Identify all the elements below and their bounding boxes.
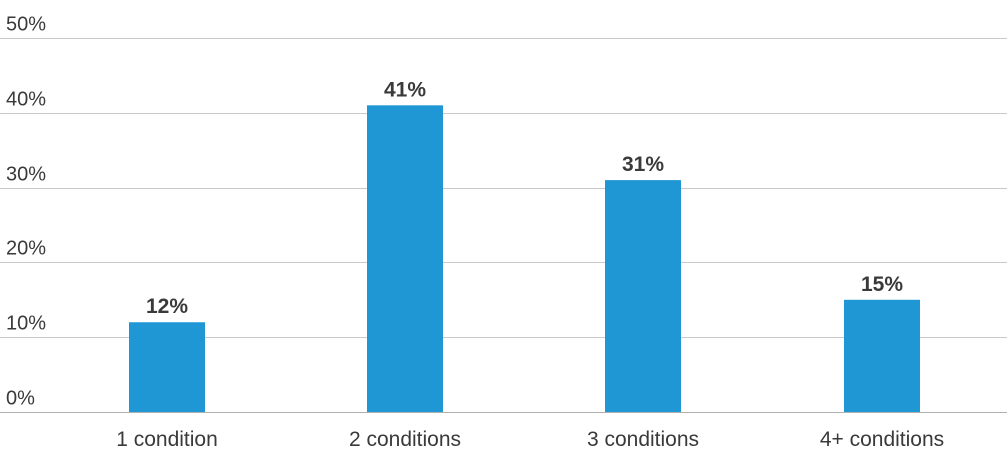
- data-labels: 12% 41% 31% 15%: [146, 78, 903, 318]
- y-tick-label: 0%: [6, 388, 35, 410]
- y-tick-label: 20%: [6, 238, 46, 260]
- bar: [844, 299, 920, 412]
- data-label: 31%: [622, 153, 664, 176]
- category-label: 2 conditions: [349, 428, 461, 451]
- y-tick-label: 50%: [6, 14, 46, 36]
- y-tick-label: 10%: [6, 313, 46, 335]
- category-label: 3 conditions: [587, 428, 699, 451]
- data-label: 41%: [384, 78, 426, 101]
- data-label: 12%: [146, 295, 188, 318]
- y-tick-label: 30%: [6, 164, 46, 186]
- bars: [129, 105, 920, 412]
- bar: [367, 105, 443, 412]
- x-axis-categories: 1 condition 2 conditions 3 conditions 4+ co…: [116, 428, 944, 451]
- category-label: 1 condition: [116, 428, 218, 451]
- category-label: 4+ conditions: [820, 428, 944, 451]
- y-axis-ticks: 0% 10% 20% 30% 40% 50%: [6, 14, 46, 410]
- y-tick-label: 40%: [6, 89, 46, 111]
- bar: [605, 180, 681, 412]
- bar: [129, 322, 205, 412]
- data-label: 15%: [861, 273, 903, 296]
